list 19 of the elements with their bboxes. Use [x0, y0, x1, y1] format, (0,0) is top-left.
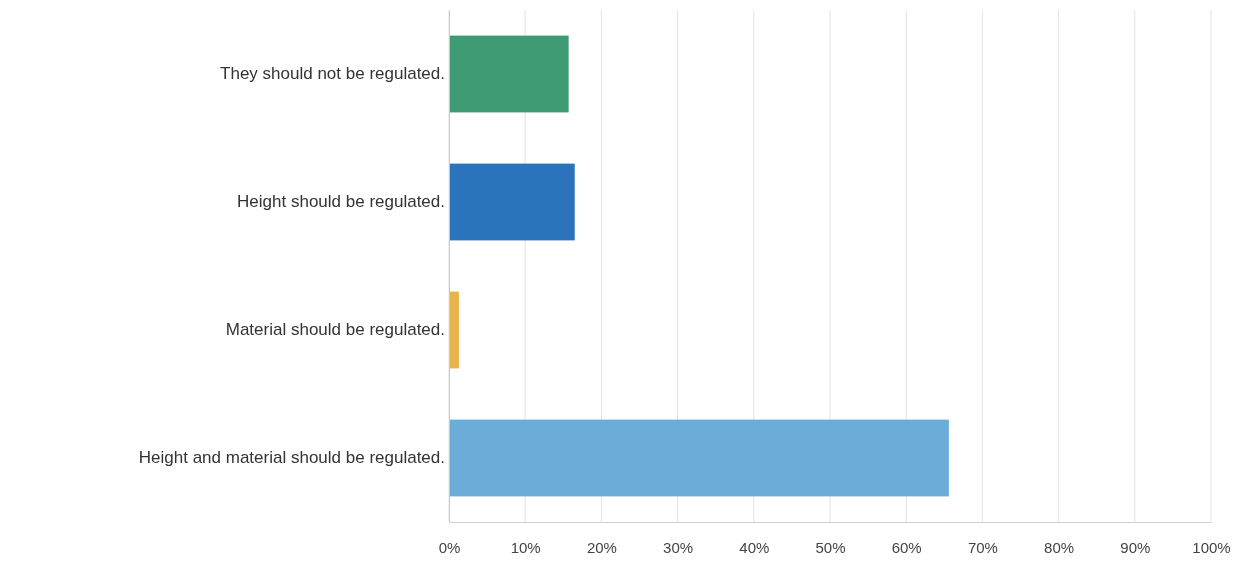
bar	[449, 35, 569, 113]
y-tick-label: They should not be regulated.	[220, 64, 445, 84]
x-tick-label: 0%	[438, 538, 461, 556]
x-tick-label: 20%	[586, 538, 617, 556]
x-tick-label: 40%	[739, 538, 770, 556]
y-tick-label: Material should be regulated.	[225, 320, 445, 340]
x-tick-label: 70%	[967, 538, 998, 556]
x-tick-label: 60%	[891, 538, 922, 556]
y-tick-label: Height and material should be regulated.	[138, 448, 445, 468]
bar	[449, 163, 575, 241]
x-tick-label: 80%	[1044, 538, 1075, 556]
bar	[449, 419, 949, 497]
x-tick-label: 10%	[510, 538, 541, 556]
x-tick-label: 90%	[1120, 538, 1151, 556]
y-tick-label: Height should be regulated.	[237, 192, 445, 212]
x-tick-label: 100%	[1192, 538, 1231, 556]
x-tick-label: 30%	[663, 538, 694, 556]
x-tick-label: 50%	[815, 538, 846, 556]
bar	[449, 291, 459, 369]
